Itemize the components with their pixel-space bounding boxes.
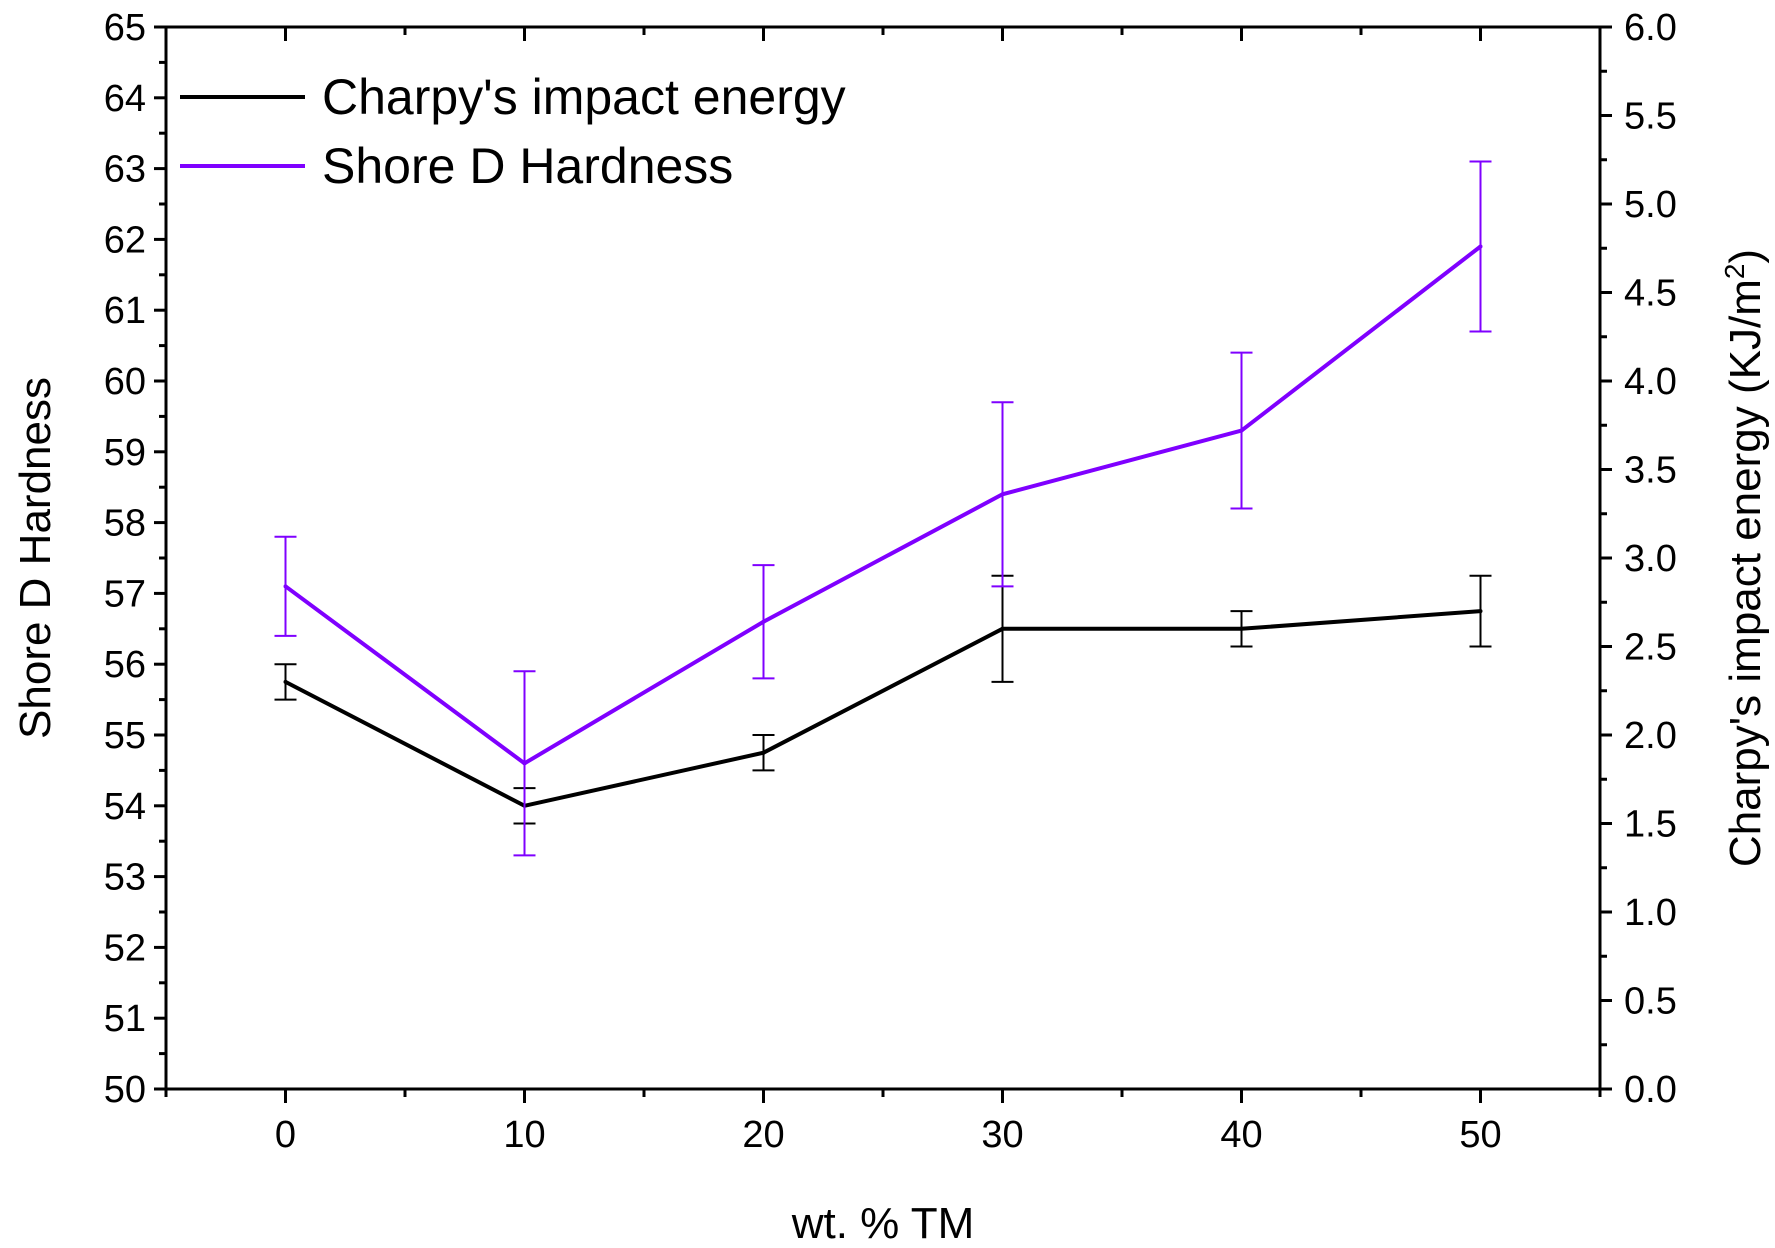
y-left-tick-label: 58 bbox=[104, 503, 146, 545]
charpy-series-line bbox=[284, 609, 1481, 808]
y-right-tick-label: 2.5 bbox=[1624, 627, 1677, 669]
y-left-axis-ticks: 50 51 52 53 54 55 56 57 58 59 60 61 62 63 64 65 bbox=[104, 7, 166, 1111]
shore-data-point bbox=[761, 619, 766, 624]
y-left-tick-label: 64 bbox=[104, 78, 146, 120]
charpy-data-point bbox=[283, 679, 288, 684]
y-left-tick-label: 63 bbox=[104, 149, 146, 191]
y-right-tick-label: 4.5 bbox=[1624, 273, 1677, 315]
y-right-tick-label: 0.0 bbox=[1624, 1069, 1677, 1111]
y-right-axis-title-close: ) bbox=[1721, 249, 1770, 264]
y-right-tick-label: 1.5 bbox=[1624, 804, 1677, 846]
y-right-tick-label: 6.0 bbox=[1624, 7, 1677, 49]
legend: Charpy's impact energy Shore D Hardness bbox=[180, 69, 846, 194]
y-left-tick-label: 56 bbox=[104, 644, 146, 686]
x-axis-ticks: 0 10 20 30 40 50 bbox=[164, 27, 1602, 1156]
y-left-tick-label: 51 bbox=[104, 998, 146, 1040]
y-right-tick-label: 5.0 bbox=[1624, 184, 1677, 226]
y-left-tick-label: 50 bbox=[104, 1069, 146, 1111]
y-right-tick-label: 3.5 bbox=[1624, 450, 1677, 492]
legend-label-shore: Shore D Hardness bbox=[322, 138, 733, 194]
x-tick-label: 20 bbox=[742, 1114, 784, 1156]
y-right-axis-title-main: Charpy's impact energy (KJ/m bbox=[1721, 279, 1770, 867]
x-tick-label: 0 bbox=[275, 1114, 296, 1156]
y-right-tick-label: 4.0 bbox=[1624, 361, 1677, 403]
y-left-tick-label: 61 bbox=[104, 290, 146, 332]
shore-series-line bbox=[284, 244, 1482, 766]
charpy-data-point bbox=[761, 750, 766, 755]
y-left-tick-label: 52 bbox=[104, 927, 146, 969]
y-right-tick-label: 3.0 bbox=[1624, 538, 1677, 580]
series-layer bbox=[274, 160, 1492, 857]
shore-data-point bbox=[522, 761, 527, 766]
y-right-axis-title-superscript: 2 bbox=[1719, 264, 1750, 280]
y-left-tick-label: 60 bbox=[104, 361, 146, 403]
y-right-tick-label: 0.5 bbox=[1624, 981, 1677, 1023]
y-right-tick-label: 2.0 bbox=[1624, 715, 1677, 757]
y-left-tick-label: 65 bbox=[104, 7, 146, 49]
shore-data-point bbox=[1478, 244, 1483, 249]
x-tick-label: 50 bbox=[1459, 1114, 1501, 1156]
y-left-axis-title: Shore D Hardness bbox=[11, 377, 60, 739]
y-right-axis-title: Charpy's impact energy (KJ/m2) bbox=[1719, 249, 1770, 867]
y-left-tick-label: 57 bbox=[104, 573, 146, 615]
charpy-data-point bbox=[1000, 626, 1005, 631]
y-left-tick-label: 55 bbox=[104, 715, 146, 757]
x-axis-title: wt. % TM bbox=[791, 1199, 975, 1248]
y-right-axis-ticks: 0.0 0.5 1.0 1.5 2.0 2.5 3.0 3.5 4.0 4.5 5.0 5.5 6.0 bbox=[1600, 7, 1677, 1111]
y-left-tick-label: 53 bbox=[104, 857, 146, 899]
y-left-tick-label: 62 bbox=[104, 219, 146, 261]
x-tick-label: 40 bbox=[1220, 1114, 1262, 1156]
x-tick-label: 30 bbox=[981, 1114, 1023, 1156]
y-right-tick-label: 5.5 bbox=[1624, 96, 1677, 138]
charpy-data-point bbox=[1478, 609, 1483, 614]
shore-data-point bbox=[1000, 492, 1005, 497]
charpy-data-point bbox=[1239, 626, 1244, 631]
x-tick-label: 10 bbox=[503, 1114, 545, 1156]
y-left-tick-label: 54 bbox=[104, 786, 146, 828]
y-right-tick-label: 1.0 bbox=[1624, 892, 1677, 934]
shore-data-point bbox=[1239, 428, 1244, 433]
shore-data-point bbox=[283, 584, 288, 589]
y-left-tick-label: 59 bbox=[104, 432, 146, 474]
legend-label-charpy: Charpy's impact energy bbox=[322, 69, 846, 125]
